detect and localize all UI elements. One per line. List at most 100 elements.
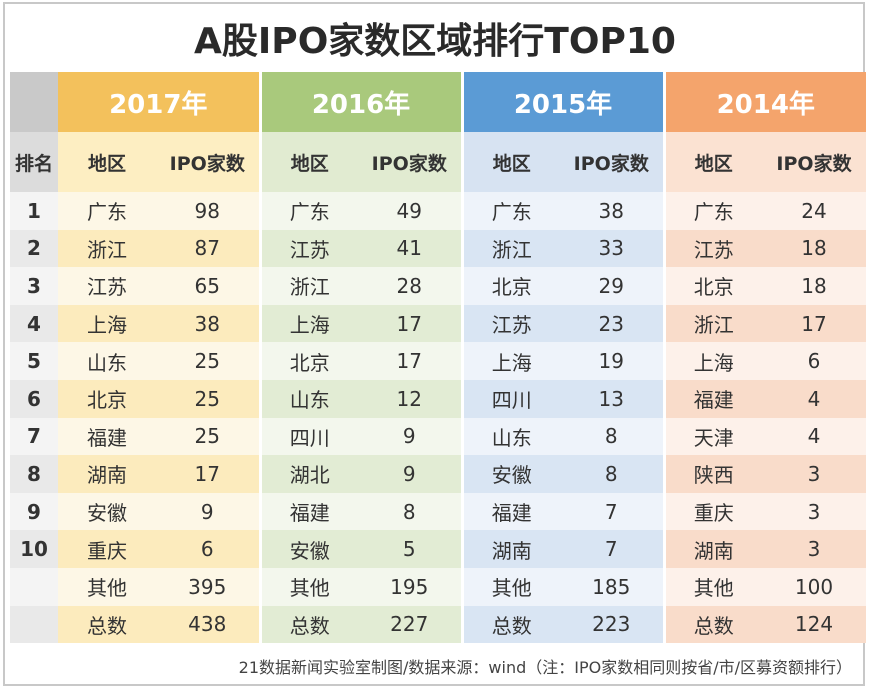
count-cell-2014: 18 xyxy=(762,229,866,268)
table-row: 总数 438 总数 227 总数 223 总数 124 xyxy=(10,605,866,644)
count-cell-2014: 124 xyxy=(762,605,866,644)
region-cell-2016: 上海 xyxy=(258,304,358,343)
rank-cell xyxy=(10,605,58,644)
count-header-2014: IPO家数 xyxy=(762,132,866,192)
count-cell-2016: 8 xyxy=(358,492,462,531)
region-cell-2015: 江苏 xyxy=(460,304,560,343)
column-header-row: 排名 地区 IPO家数 地区 IPO家数 地区 IPO家数 地区 IPO家数 xyxy=(10,132,866,192)
region-cell-2014: 天津 xyxy=(662,417,762,456)
table-row: 其他 395 其他 195 其他 185 其他 100 xyxy=(10,567,866,606)
region-cell-2017: 广东 xyxy=(58,192,156,230)
region-cell-2016: 山东 xyxy=(258,379,358,418)
region-cell-2015: 浙江 xyxy=(460,229,560,268)
count-cell-2014: 17 xyxy=(762,304,866,343)
rank-corner-cell xyxy=(10,72,58,132)
rank-header: 排名 xyxy=(10,132,58,192)
table-row: 2 浙江 87 江苏 41 浙江 33 江苏 18 xyxy=(10,229,866,268)
region-header-2017: 地区 xyxy=(58,132,156,192)
page-title: A股IPO家数区域排行TOP10 xyxy=(194,21,676,62)
count-cell-2015: 223 xyxy=(560,605,664,644)
count-cell-2017: 98 xyxy=(156,192,260,230)
table-row: 6 北京 25 山东 12 四川 13 福建 4 xyxy=(10,379,866,418)
count-cell-2017: 25 xyxy=(156,342,260,380)
table-body: 1 广东 98 广东 49 广东 38 广东 24 2 浙江 87 江苏 41 浙江 33 江苏 18 3 江苏 65 浙… xyxy=(10,192,866,644)
region-cell-2016: 江苏 xyxy=(258,229,358,268)
region-header-2016: 地区 xyxy=(258,132,358,192)
count-cell-2016: 28 xyxy=(358,267,462,305)
region-cell-2016: 北京 xyxy=(258,342,358,380)
count-cell-2015: 7 xyxy=(560,530,664,568)
year-2017-header: 2017年 xyxy=(58,72,260,132)
region-cell-2017: 福建 xyxy=(58,417,156,456)
rank-cell: 8 xyxy=(10,455,58,493)
year-header-row: 2017年 2016年 2015年 2014年 xyxy=(10,72,866,132)
count-cell-2017: 38 xyxy=(156,304,260,343)
count-cell-2017: 25 xyxy=(156,417,260,456)
rank-cell: 2 xyxy=(10,229,58,268)
region-cell-2015: 福建 xyxy=(460,492,560,531)
region-cell-2016: 浙江 xyxy=(258,267,358,305)
table-row: 5 山东 25 北京 17 上海 19 上海 6 xyxy=(10,342,866,380)
region-cell-2016: 四川 xyxy=(258,417,358,456)
count-cell-2016: 17 xyxy=(358,342,462,380)
count-cell-2015: 13 xyxy=(560,379,664,418)
region-cell-2017: 浙江 xyxy=(58,229,156,268)
count-cell-2014: 18 xyxy=(762,267,866,305)
rank-cell: 4 xyxy=(10,304,58,343)
region-cell-2015: 上海 xyxy=(460,342,560,380)
table-row: 4 上海 38 上海 17 江苏 23 浙江 17 xyxy=(10,304,866,343)
region-cell-2017: 山东 xyxy=(58,342,156,380)
region-cell-2014: 重庆 xyxy=(662,492,762,531)
count-cell-2015: 33 xyxy=(560,229,664,268)
region-cell-2015: 其他 xyxy=(460,567,560,606)
count-cell-2015: 23 xyxy=(560,304,664,343)
region-header-2014: 地区 xyxy=(662,132,762,192)
region-cell-2015: 总数 xyxy=(460,605,560,644)
count-cell-2016: 195 xyxy=(358,567,462,606)
count-cell-2015: 19 xyxy=(560,342,664,380)
count-cell-2016: 9 xyxy=(358,417,462,456)
count-cell-2016: 227 xyxy=(358,605,462,644)
count-cell-2016: 5 xyxy=(358,530,462,568)
region-cell-2014: 总数 xyxy=(662,605,762,644)
region-cell-2014: 江苏 xyxy=(662,229,762,268)
count-cell-2016: 17 xyxy=(358,304,462,343)
count-cell-2014: 6 xyxy=(762,342,866,380)
region-cell-2016: 其他 xyxy=(258,567,358,606)
region-cell-2017: 总数 xyxy=(58,605,156,644)
count-cell-2014: 3 xyxy=(762,530,866,568)
table-row: 7 福建 25 四川 9 山东 8 天津 4 xyxy=(10,417,866,456)
count-cell-2015: 38 xyxy=(560,192,664,230)
count-cell-2014: 3 xyxy=(762,455,866,493)
year-2014-header: 2014年 xyxy=(662,72,866,132)
region-cell-2014: 福建 xyxy=(662,379,762,418)
count-cell-2017: 6 xyxy=(156,530,260,568)
count-cell-2015: 8 xyxy=(560,417,664,456)
region-cell-2017: 湖南 xyxy=(58,455,156,493)
rank-cell: 10 xyxy=(10,530,58,568)
region-cell-2017: 安徽 xyxy=(58,492,156,531)
table-row: 3 江苏 65 浙江 28 北京 29 北京 18 xyxy=(10,267,866,305)
count-cell-2014: 4 xyxy=(762,417,866,456)
region-cell-2015: 广东 xyxy=(460,192,560,230)
count-cell-2017: 17 xyxy=(156,455,260,493)
region-cell-2017: 上海 xyxy=(58,304,156,343)
region-cell-2016: 福建 xyxy=(258,492,358,531)
region-cell-2014: 上海 xyxy=(662,342,762,380)
rank-cell xyxy=(10,567,58,606)
count-cell-2017: 395 xyxy=(156,567,260,606)
region-cell-2014: 陕西 xyxy=(662,455,762,493)
footnote: 21数据新闻实验室制图/数据来源：wind（注：IPO家数相同则按省/市/区募资… xyxy=(238,658,852,677)
count-cell-2014: 100 xyxy=(762,567,866,606)
region-cell-2017: 北京 xyxy=(58,379,156,418)
rank-cell: 7 xyxy=(10,417,58,456)
region-cell-2015: 山东 xyxy=(460,417,560,456)
table-row: 1 广东 98 广东 49 广东 38 广东 24 xyxy=(10,192,866,230)
region-cell-2017: 其他 xyxy=(58,567,156,606)
rank-cell: 3 xyxy=(10,267,58,305)
table-row: 8 湖南 17 湖北 9 安徽 8 陕西 3 xyxy=(10,455,866,493)
region-cell-2015: 湖南 xyxy=(460,530,560,568)
region-cell-2017: 江苏 xyxy=(58,267,156,305)
region-cell-2016: 总数 xyxy=(258,605,358,644)
region-cell-2016: 湖北 xyxy=(258,455,358,493)
